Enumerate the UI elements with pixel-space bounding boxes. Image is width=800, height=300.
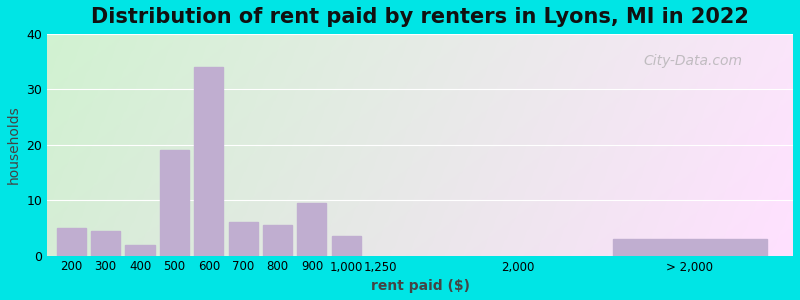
- Text: City-Data.com: City-Data.com: [644, 54, 743, 68]
- Bar: [194, 67, 223, 256]
- Title: Distribution of rent paid by renters in Lyons, MI in 2022: Distribution of rent paid by renters in …: [91, 7, 749, 27]
- Bar: [126, 244, 154, 256]
- Bar: [57, 228, 86, 256]
- Bar: [160, 150, 189, 256]
- X-axis label: rent paid ($): rent paid ($): [370, 279, 470, 293]
- Bar: [298, 203, 326, 256]
- Bar: [263, 225, 292, 256]
- Bar: [229, 222, 258, 256]
- Y-axis label: households: households: [7, 106, 21, 184]
- Bar: [332, 236, 361, 256]
- Bar: [91, 231, 120, 256]
- Bar: [613, 239, 767, 256]
